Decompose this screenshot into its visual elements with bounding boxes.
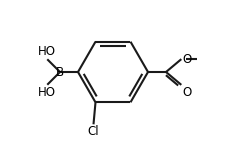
Text: O: O	[182, 86, 191, 99]
Text: HO: HO	[38, 86, 56, 99]
Text: O: O	[182, 53, 191, 66]
Text: B: B	[56, 66, 64, 79]
Text: HO: HO	[38, 45, 56, 58]
Text: Cl: Cl	[87, 125, 99, 138]
